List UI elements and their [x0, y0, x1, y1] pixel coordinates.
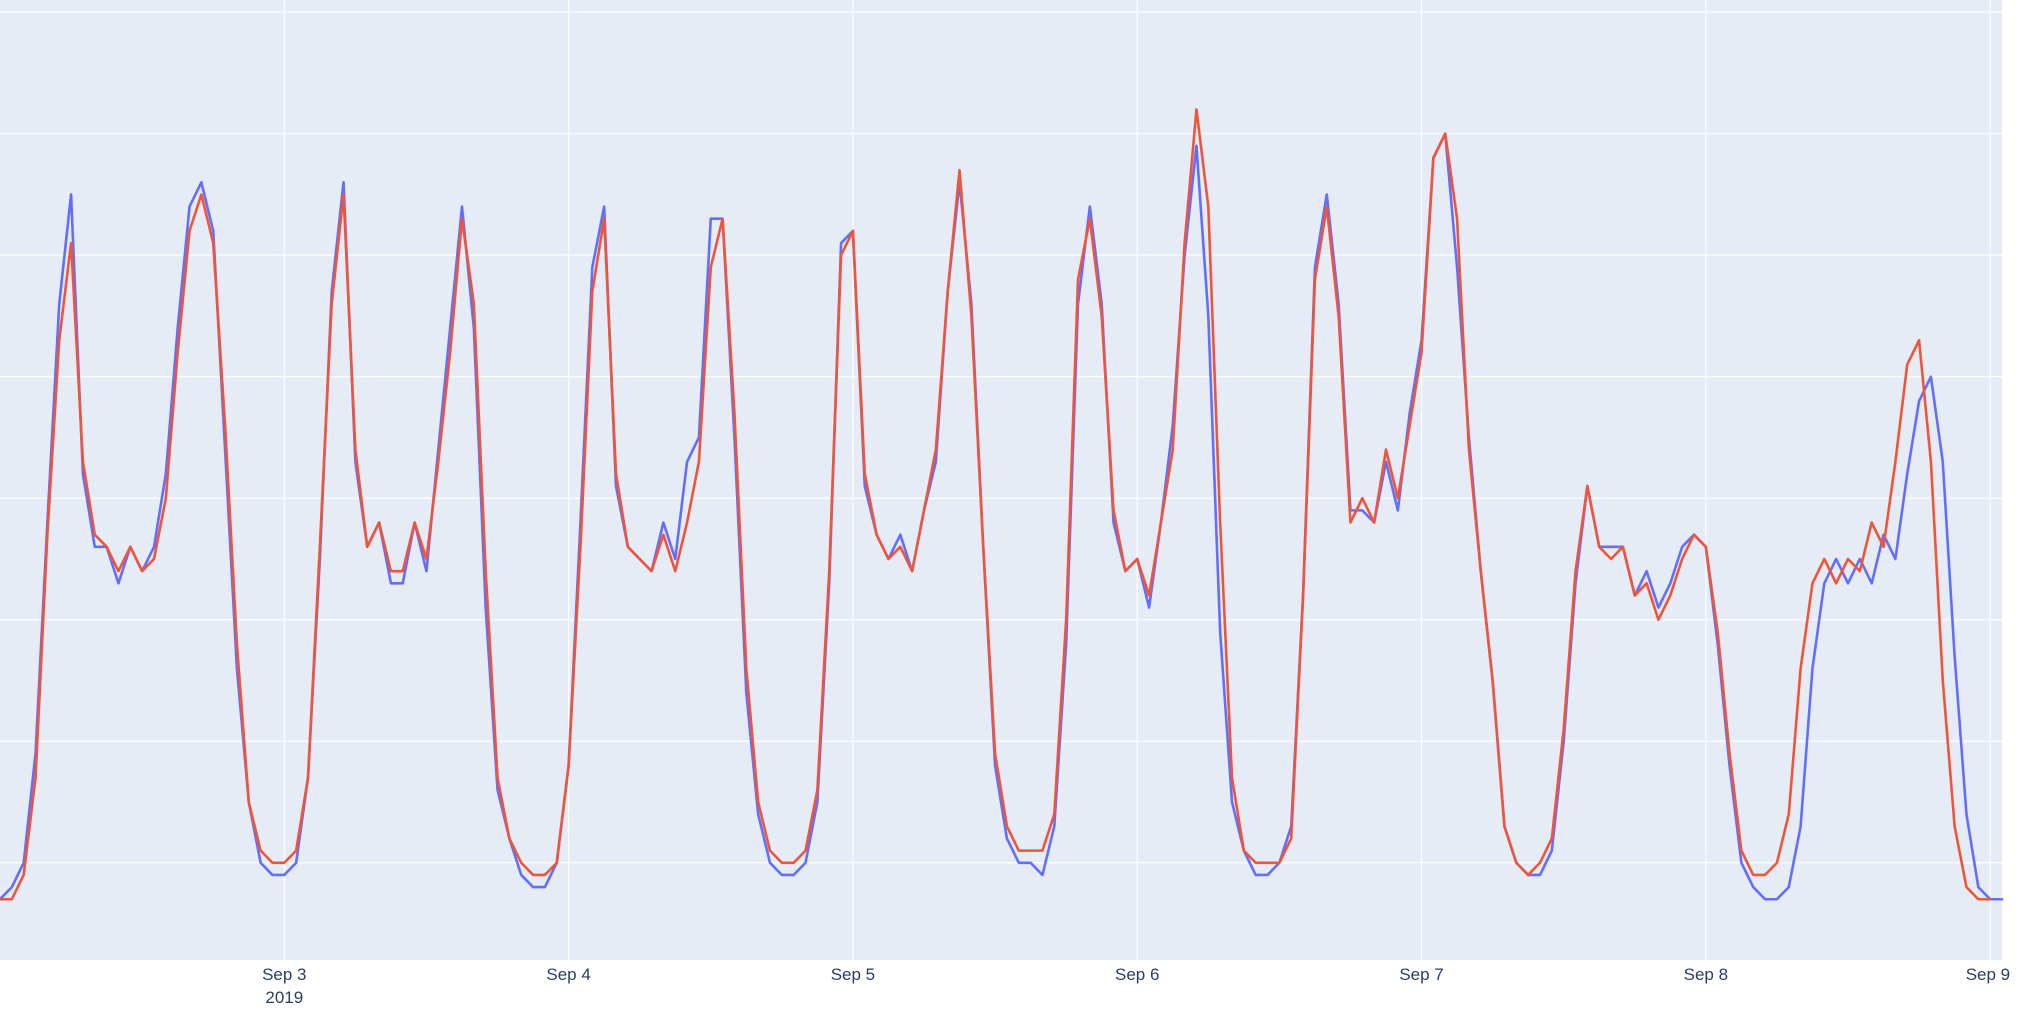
x-tick-label: Sep 4 — [546, 965, 590, 984]
plot-background — [0, 0, 2002, 960]
x-tick-label: Sep 9 — [1966, 965, 2010, 984]
series-line-1 — [0, 132, 2004, 901]
series-line-2 — [0, 108, 1992, 901]
series-layer — [0, 108, 2004, 901]
gridlines — [0, 0, 2002, 960]
x-tick-label: Sep 6 — [1115, 965, 1159, 984]
x-axis-ticks: Sep 3 2019 Sep 4 Sep 5 Sep 6 Sep 7 Sep 8 Sep 9 — [262, 965, 2010, 1007]
x-tick-label: Sep 8 — [1684, 965, 1728, 984]
x-tick-label: Sep 5 — [831, 965, 875, 984]
x-tick-sublabel: 2019 — [265, 988, 303, 1007]
x-tick-label: Sep 7 — [1399, 965, 1443, 984]
x-tick-label: Sep 3 — [262, 965, 306, 984]
